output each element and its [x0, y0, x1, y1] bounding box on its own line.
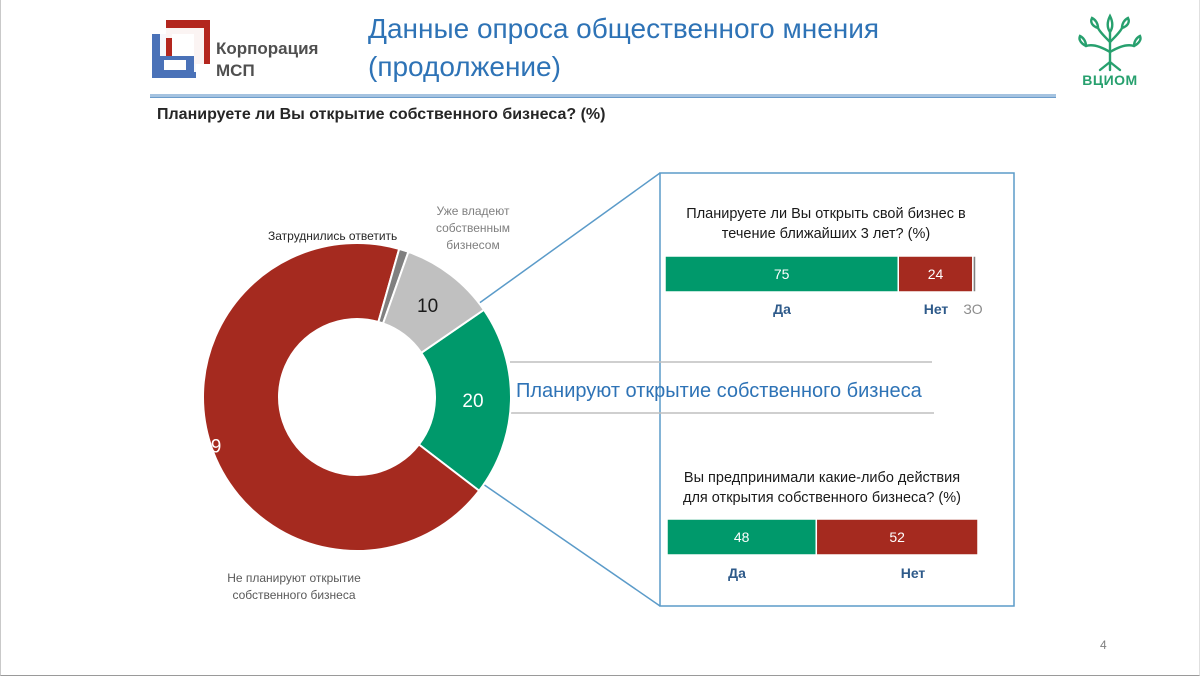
- donut-annotations: Затруднились ответить Уже владеют собств…: [227, 204, 510, 602]
- donut-label-3: 10: [417, 296, 438, 317]
- vciom-logo-icon: [1078, 13, 1142, 72]
- callout-link-bottom: [482, 483, 661, 607]
- annot-not-planning-1: Не планируют открытие: [227, 571, 361, 585]
- bar-legend-1: Нет: [924, 301, 949, 317]
- bar-segment-1: [815, 518, 979, 556]
- annot-already-own-3: бизнесом: [446, 238, 499, 252]
- logo-line-1: Корпорация: [216, 39, 319, 58]
- donut-chart: 20 69 10: [200, 242, 512, 552]
- title-divider: [150, 94, 1056, 98]
- bar-chart-actions: 48 52 Да Нет: [666, 518, 979, 581]
- callout-link-top: [477, 172, 661, 305]
- bar-value-1: 52: [889, 529, 905, 545]
- bar-segment-1: [897, 255, 974, 293]
- donut-slice-3: [381, 250, 486, 355]
- annot-undecided: Затруднились ответить: [268, 229, 397, 243]
- msp-logo-icon: [152, 20, 210, 78]
- annot-already-own-1: Уже владеют: [437, 204, 510, 218]
- title-line-2: (продолжение): [368, 51, 561, 82]
- bar2-title-2: для открытия собственного бизнеса? (%): [683, 490, 961, 506]
- title-line-1: Данные опроса общественного мнения: [368, 13, 880, 44]
- annot-not-planning-2: собственного бизнеса: [232, 588, 355, 602]
- bar-value-1: 24: [928, 266, 944, 282]
- bar-value-0: 48: [734, 529, 750, 545]
- logo-line-2: МСП: [216, 61, 255, 80]
- bar1-title-1: Планируете ли Вы открыть свой бизнес в: [686, 206, 966, 222]
- msp-logo-text: Корпорация МСП: [216, 38, 318, 82]
- bar2-title-1: Вы предпринимали какие-либо действия: [684, 470, 960, 486]
- bar-legend-0: Да: [728, 565, 746, 581]
- survey-question: Планируете ли Вы открытие собственного б…: [157, 106, 606, 123]
- bar-chart-3-years: 75 24 Да Нет ЗО: [664, 255, 983, 317]
- donut-label-0: 20: [462, 391, 483, 412]
- bar-legend-2: ЗО: [963, 301, 982, 317]
- page-title: Данные опроса общественного мнения (прод…: [368, 10, 1008, 86]
- vciom-logo-text: ВЦИОМ: [1082, 72, 1138, 88]
- bar-segment-0: [664, 255, 899, 293]
- page-number: 4: [1100, 638, 1107, 652]
- bar-legend-0: Да: [773, 301, 791, 317]
- bar-legend-1: Нет: [901, 565, 926, 581]
- bar-segment-0: [666, 518, 818, 556]
- bar-segment-2: [972, 255, 977, 293]
- donut-label-1: 69: [200, 436, 221, 457]
- callout-box: [659, 172, 1015, 607]
- callout-label: Планируют открытие собственного бизнеса: [516, 380, 923, 402]
- bar1-title-2: течение ближайших 3 лет? (%): [722, 226, 930, 242]
- donut-slice-0: [417, 308, 512, 493]
- bar-value-0: 75: [774, 266, 790, 282]
- donut-slice-1: [202, 242, 481, 552]
- annot-already-own-2: собственным: [436, 221, 510, 235]
